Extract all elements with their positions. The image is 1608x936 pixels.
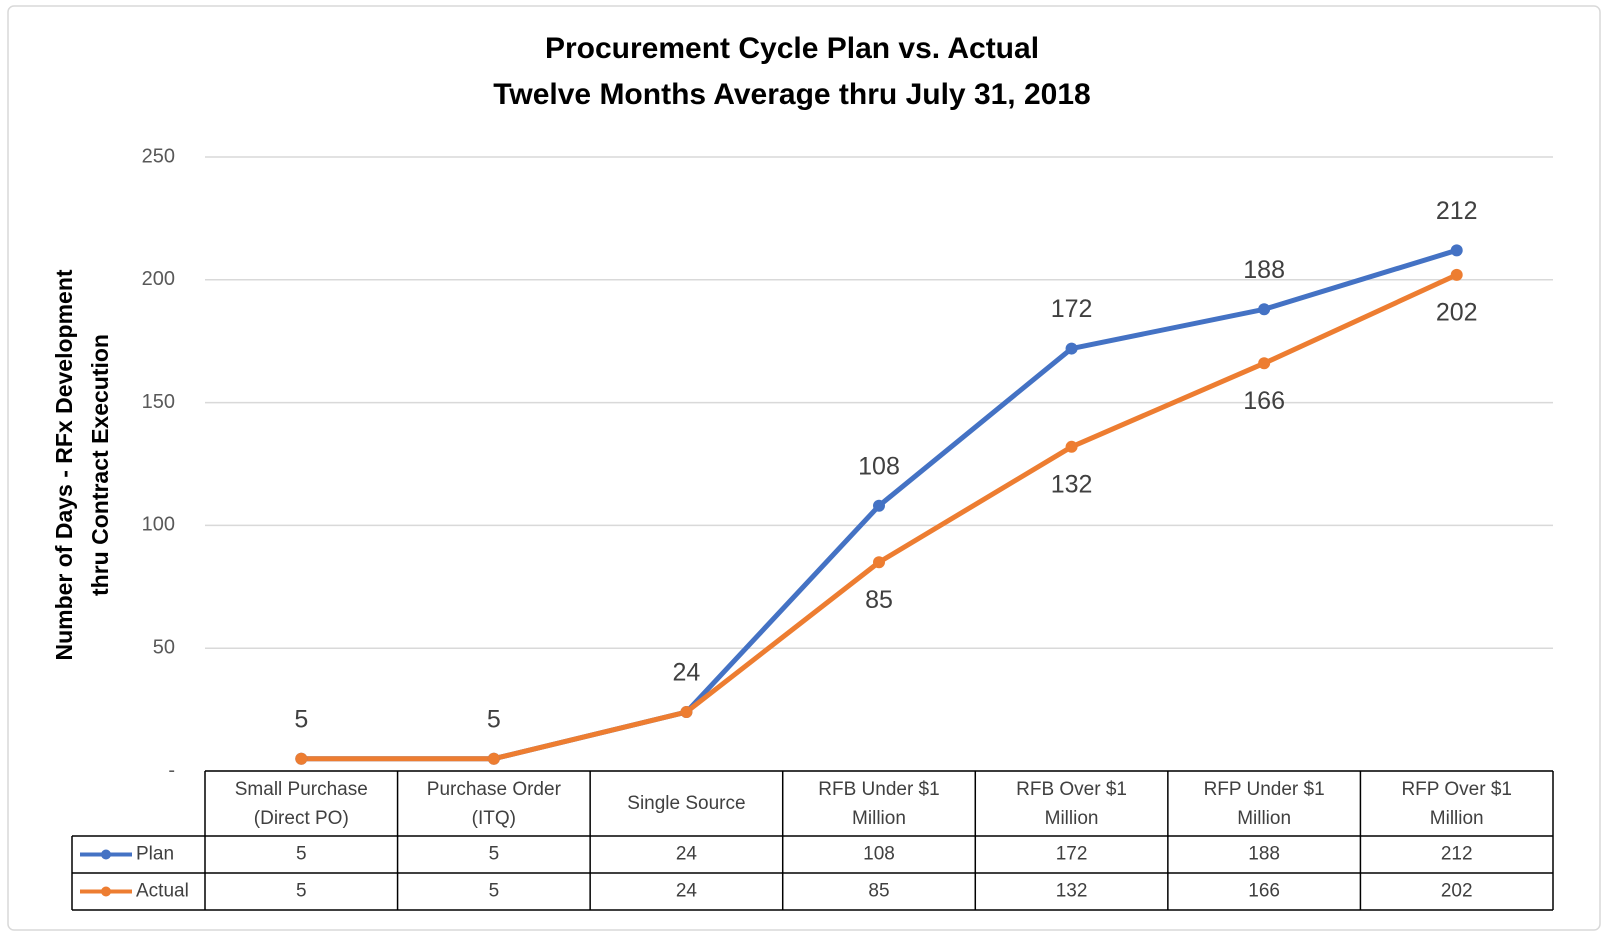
- data-point: [873, 556, 885, 569]
- data-label: 24: [673, 659, 701, 687]
- data-point: [487, 752, 500, 765]
- y-axis-title: Number of Days - RFx Development: [51, 269, 77, 660]
- x-tick-label: Purchase Order (ITQ): [426, 778, 561, 829]
- category-cell: Single Source: [627, 793, 746, 814]
- legend-label: Actual: [136, 881, 189, 902]
- category-cell: Purchase Order (ITQ): [426, 778, 561, 829]
- data-label: 212: [1436, 197, 1478, 225]
- data-point: [1450, 268, 1463, 281]
- table-value: 24: [676, 844, 698, 865]
- data-point: [1258, 303, 1271, 316]
- category-cell: RFB Over $1 Million: [1016, 778, 1127, 829]
- chart-title: Procurement Cycle Plan vs. Actual: [545, 32, 1039, 65]
- chart-subtitle: Twelve Months Average thru July 31, 2018: [493, 78, 1090, 111]
- data-point: [1065, 440, 1078, 453]
- legend-marker: [101, 849, 111, 860]
- data-point: [873, 499, 885, 512]
- data-point: [295, 752, 308, 765]
- table-value: 5: [489, 844, 500, 865]
- y-tick-label: 100: [142, 514, 175, 536]
- category-cell: Small Purchase (Direct PO): [234, 778, 368, 829]
- y-tick-label: -: [168, 759, 175, 781]
- data-point: [1258, 357, 1271, 370]
- y-tick-label: 150: [142, 391, 175, 413]
- chart-border: [7, 5, 1601, 931]
- category-cell: RFP Under $1 Million: [1203, 778, 1325, 829]
- category-cell: RFP Over $1 Million: [1401, 778, 1512, 829]
- table-value: 85: [868, 881, 889, 902]
- y-axis-title: thru Contract Execution: [87, 334, 113, 596]
- table-value: 108: [863, 844, 895, 865]
- y-tick-label: 250: [142, 145, 175, 167]
- data-label: 85: [865, 586, 893, 614]
- data-label: 108: [858, 452, 900, 480]
- table-value: 188: [1248, 844, 1280, 865]
- x-tick-label: RFB Over $1 Million: [1016, 778, 1127, 829]
- table-value: 5: [296, 881, 307, 902]
- x-tick-label: RFP Over $1 Million: [1401, 778, 1512, 829]
- data-point: [1450, 244, 1463, 257]
- data-label: 166: [1243, 387, 1285, 415]
- y-tick-label: 50: [153, 636, 175, 658]
- legend-label: Plan: [136, 844, 174, 865]
- data-label: 132: [1051, 470, 1093, 498]
- table-value: 212: [1441, 844, 1473, 865]
- x-tick-label: Small Purchase (Direct PO): [234, 778, 368, 829]
- table-value: 5: [489, 881, 500, 902]
- x-tick-label: RFB Under $1 Million: [818, 778, 940, 829]
- x-tick-label: RFP Under $1 Million: [1203, 778, 1325, 829]
- table-value: 202: [1441, 881, 1473, 902]
- table-value: 24: [676, 881, 698, 902]
- data-label: 188: [1243, 256, 1285, 284]
- data-point: [680, 706, 693, 719]
- data-label: 5: [294, 705, 308, 733]
- table-value: 5: [296, 844, 307, 865]
- table-value: 172: [1056, 844, 1088, 865]
- legend-marker: [101, 886, 111, 897]
- category-cell: RFB Under $1 Million: [818, 778, 940, 829]
- data-label: 202: [1436, 298, 1478, 326]
- data-point: [1065, 342, 1078, 355]
- x-tick-label: Single Source: [627, 793, 746, 814]
- y-tick-label: 200: [142, 268, 175, 290]
- table-value: 132: [1056, 881, 1088, 902]
- data-label: 172: [1051, 295, 1093, 323]
- table-value: 166: [1248, 881, 1280, 902]
- data-label: 5: [487, 705, 501, 733]
